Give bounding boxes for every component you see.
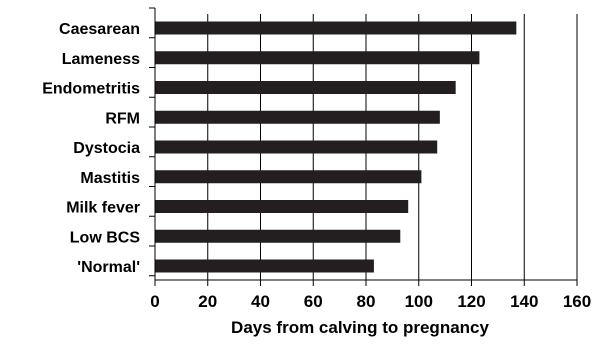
category-label: Mastitis: [80, 170, 140, 187]
category-label: Endometritis: [42, 81, 140, 98]
x-axis-title: Days from calving to pregnancy: [231, 318, 489, 337]
bar-endometritis: [155, 81, 456, 94]
x-tick-labels: 0 20 40 60 80 100 120 140 160: [150, 292, 591, 311]
x-tick-label: 120: [457, 292, 485, 311]
category-label: 'Normal': [77, 259, 140, 276]
x-tick-label: 40: [251, 292, 270, 311]
x-tick-label: 0: [150, 292, 159, 311]
category-label: Caesarean: [59, 21, 140, 38]
bar-milk-fever: [155, 200, 409, 213]
bar-rfm: [155, 110, 440, 124]
bar-normal: [155, 259, 374, 273]
x-tick-label: 100: [405, 292, 433, 311]
category-labels: Caesarean Lameness Endometritis RFM Dystocia…: [42, 21, 140, 276]
bar-lameness: [155, 51, 480, 65]
bar-dystocia: [155, 140, 438, 154]
category-label: Lameness: [62, 51, 140, 68]
x-tick-label: 140: [510, 292, 538, 311]
x-tick-label: 20: [198, 292, 217, 311]
x-tick-label: 60: [304, 292, 323, 311]
x-tick-label: 160: [563, 292, 591, 311]
bar-caesarean: [155, 21, 517, 35]
category-label: Dystocia: [73, 140, 140, 157]
bars: [155, 21, 517, 273]
category-label: Milk fever: [66, 200, 140, 217]
category-label: Low BCS: [70, 229, 141, 246]
category-label: RFM: [105, 110, 140, 127]
x-tick-label: 80: [357, 292, 376, 311]
bar-mastitis: [155, 170, 422, 184]
bar-low-bcs: [155, 229, 401, 243]
axes: [154, 8, 577, 281]
